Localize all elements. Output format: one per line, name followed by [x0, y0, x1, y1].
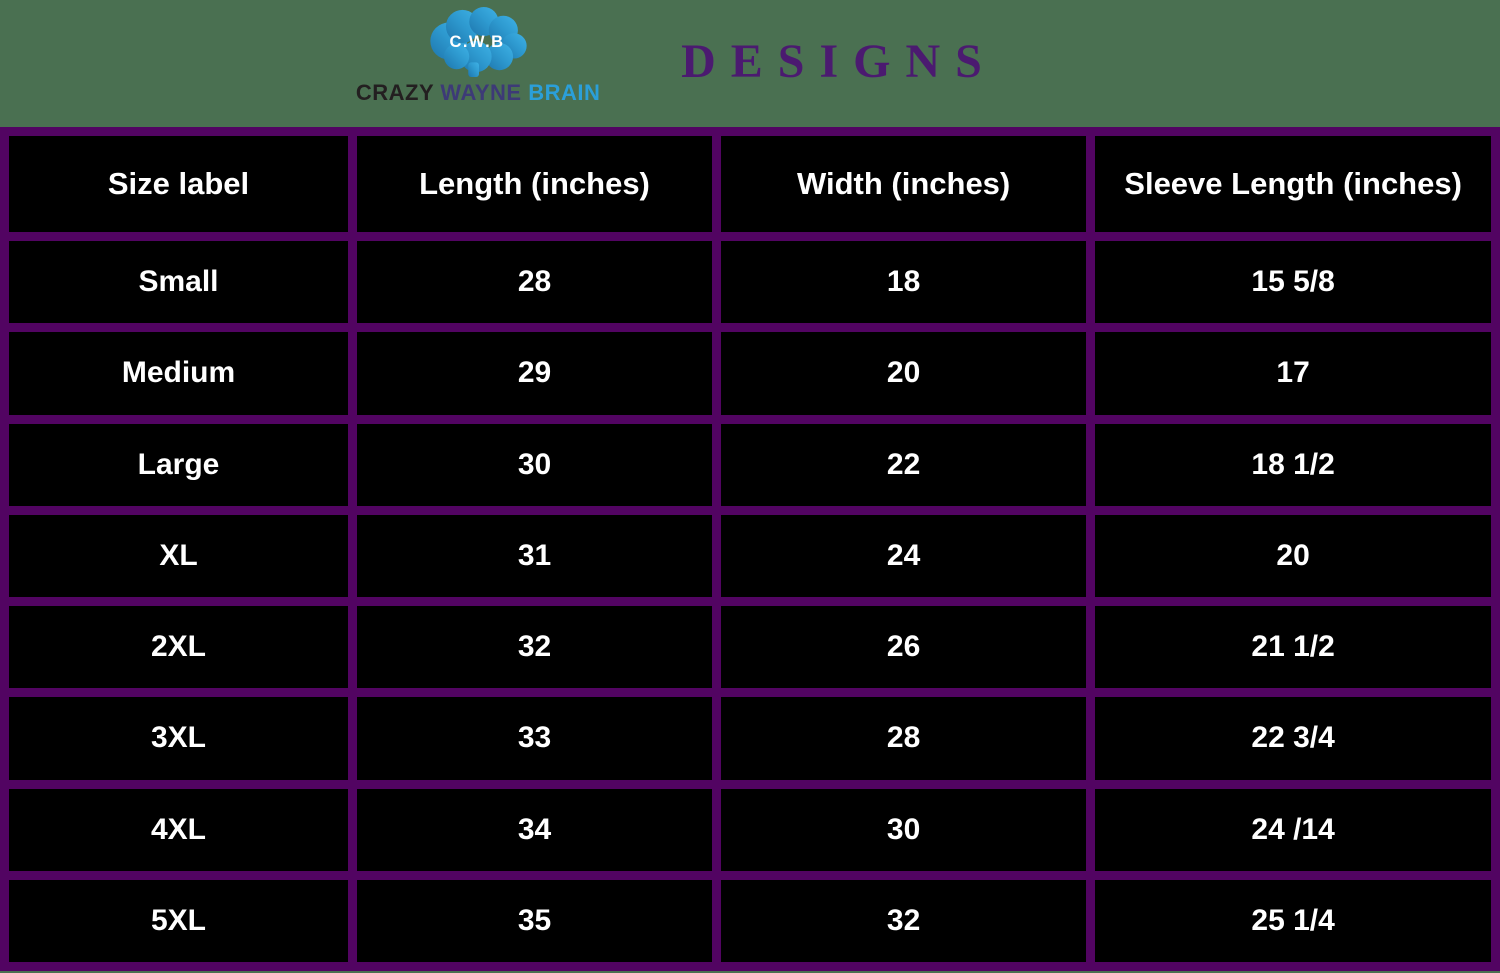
header-length: Length (inches): [357, 136, 713, 232]
width-cell: 18: [721, 241, 1087, 324]
brand-group: C.W.B CRAZY WAYNE BRAIN DESIGNS: [353, 6, 997, 106]
width-cell: 26: [721, 606, 1087, 689]
width-cell: 22: [721, 423, 1087, 506]
width-cell: 32: [721, 879, 1087, 962]
table-row-5xl: 5XL 35 32 25 1/4: [9, 879, 1491, 962]
sleeve-length-cell: 25 1/4: [1095, 879, 1491, 962]
table-row-small: Small 28 18 15 5/8: [9, 241, 1491, 324]
table-row-2xl: 2XL 32 26 21 1/2: [9, 606, 1491, 689]
size-label-cell: 5XL: [9, 879, 348, 962]
width-cell: 30: [721, 788, 1087, 871]
length-cell: 33: [357, 697, 713, 780]
brand-word-wayne: WAYNE: [440, 80, 522, 105]
sleeve-length-cell: 22 3/4: [1095, 697, 1491, 780]
sleeve-length-cell: 21 1/2: [1095, 606, 1491, 689]
size-label-cell: XL: [9, 514, 348, 597]
cwb-logo: C.W.B CRAZY WAYNE BRAIN: [353, 6, 603, 106]
size-label-cell: Medium: [9, 332, 348, 415]
size-label-cell: 3XL: [9, 697, 348, 780]
header-width: Width (inches): [721, 136, 1087, 232]
length-cell: 34: [357, 788, 713, 871]
brand-word-brain: BRAIN: [528, 80, 601, 105]
length-cell: 31: [357, 514, 713, 597]
width-cell: 20: [721, 332, 1087, 415]
length-cell: 30: [357, 423, 713, 506]
brain-monogram: C.W.B: [450, 32, 505, 51]
length-cell: 29: [357, 332, 713, 415]
size-label-cell: 2XL: [9, 606, 348, 689]
brand-words: CRAZY WAYNE BRAIN: [356, 80, 600, 106]
size-label-cell: Large: [9, 423, 348, 506]
length-cell: 28: [357, 241, 713, 324]
sleeve-length-cell: 17: [1095, 332, 1491, 415]
width-cell: 28: [721, 697, 1087, 780]
table-row-3xl: 3XL 33 28 22 3/4: [9, 697, 1491, 780]
size-label-cell: 4XL: [9, 788, 348, 871]
size-label-cell: Small: [9, 241, 348, 324]
length-cell: 32: [357, 606, 713, 689]
length-cell: 35: [357, 879, 713, 962]
header-sleeve-length: Sleeve Length (inches): [1095, 136, 1491, 232]
table-row-medium: Medium 29 20 17: [9, 332, 1491, 415]
sleeve-length-cell: 18 1/2: [1095, 423, 1491, 506]
size-chart-table: Size label Length (inches) Width (inches…: [0, 127, 1500, 971]
sleeve-length-cell: 15 5/8: [1095, 241, 1491, 324]
brand-header: C.W.B CRAZY WAYNE BRAIN DESIGNS: [0, 0, 1500, 127]
table-row-large: Large 30 22 18 1/2: [9, 423, 1491, 506]
sleeve-length-cell: 20: [1095, 514, 1491, 597]
designs-title: DESIGNS: [681, 35, 997, 88]
sleeve-length-cell: 24 /14: [1095, 788, 1491, 871]
brand-word-crazy: CRAZY: [355, 80, 434, 105]
width-cell: 24: [721, 514, 1087, 597]
table-row-4xl: 4XL 34 30 24 /14: [9, 788, 1491, 871]
table-row-xl: XL 31 24 20: [9, 514, 1491, 597]
header-size-label: Size label: [9, 136, 348, 232]
brain-logo-icon: C.W.B: [419, 6, 537, 78]
header-row: Size label Length (inches) Width (inches…: [9, 136, 1491, 232]
